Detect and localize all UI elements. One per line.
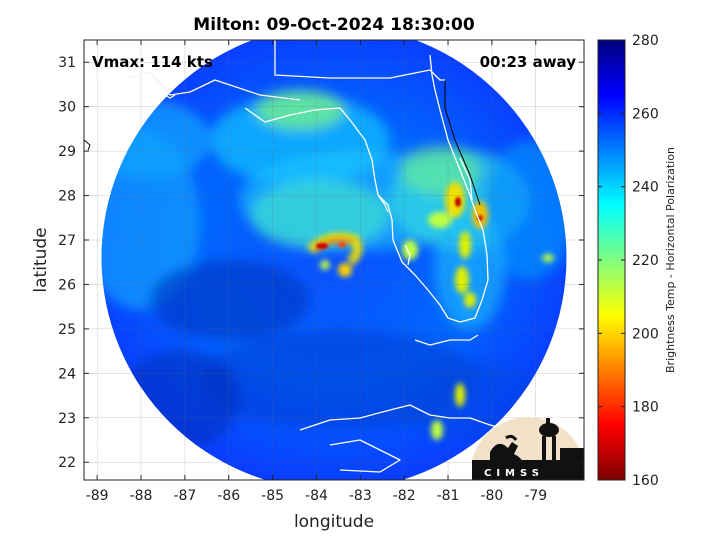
y-tick-label: 28 [58, 189, 76, 205]
x-axis-label: longitude [294, 512, 374, 532]
y-tick-label: 22 [58, 455, 76, 471]
x-tick-label: -85 [261, 488, 284, 504]
colorbar-ticks: 160 180 200 220 240 260 280 [598, 33, 659, 489]
colorbar-label: Brightness Temp - Horizontal Polarizatio… [664, 147, 677, 373]
colorbar-tick-label: 220 [632, 253, 659, 269]
colorbar-tick-label: 200 [632, 326, 659, 342]
y-tick-label: 30 [58, 100, 76, 116]
colorbar-tick-label: 160 [632, 473, 659, 489]
x-tick-label: -88 [130, 488, 153, 504]
x-tick-label: -80 [480, 488, 503, 504]
plot-frame [83, 39, 585, 481]
x-axis: -89 -88 -87 -86 -85 -84 -83 -82 -81 -80 -79 [86, 40, 547, 504]
grid-lines [84, 40, 584, 480]
y-tick-label: 23 [58, 411, 76, 427]
vmax-annotation: Vmax: 114 kts [92, 53, 213, 71]
colorbar-tick-label: 240 [632, 180, 659, 196]
y-tick-label: 27 [58, 233, 76, 249]
y-axis: 22 23 24 25 26 27 28 29 30 31 [58, 55, 584, 471]
logo-text: CIMSS [484, 468, 544, 479]
y-tick-label: 24 [58, 366, 76, 382]
colorbar-gradient [597, 39, 626, 481]
colorbar-tick-label: 180 [632, 400, 659, 416]
colorbar-tick-label: 280 [632, 33, 659, 49]
x-tick-label: -89 [86, 488, 109, 504]
y-tick-label: 31 [58, 55, 76, 71]
x-tick-label: -81 [437, 488, 460, 504]
brightness-swath [101, 40, 567, 480]
x-tick-label: -86 [217, 488, 240, 504]
x-tick-label: -79 [524, 488, 547, 504]
x-tick-label: -84 [305, 488, 328, 504]
x-tick-label: -83 [349, 488, 372, 504]
coastlines [84, 40, 581, 473]
chart-title: Milton: 09-Oct-2024 18:30:00 [193, 15, 475, 35]
y-tick-label: 29 [58, 144, 76, 160]
cimss-logo: CIMSS [472, 417, 584, 480]
y-tick-label: 25 [58, 322, 76, 338]
x-tick-label: -82 [393, 488, 416, 504]
colorbar-tick-label: 260 [632, 106, 659, 122]
x-tick-label: -87 [173, 488, 196, 504]
y-tick-label: 26 [58, 277, 76, 293]
y-axis-label: latitude [31, 227, 51, 292]
colorbar: 160 180 200 220 240 260 280 Brightness Temp - … [597, 33, 677, 489]
time-offset-annotation: 00:23 away [480, 53, 577, 71]
plot-area: CIMSS Vmax: 114 kts 00:23 away [83, 39, 585, 481]
